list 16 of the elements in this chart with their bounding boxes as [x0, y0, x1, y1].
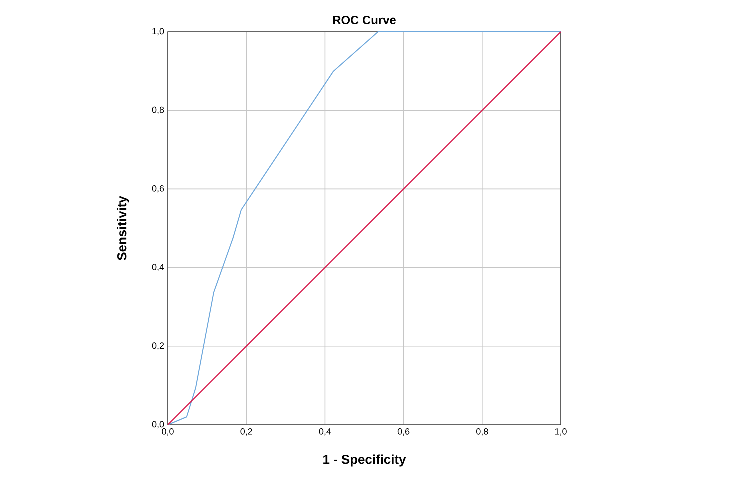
x-tick-label: 0,6 — [398, 428, 410, 436]
y-tick-label: 0,0 — [152, 421, 164, 429]
x-tick-label: 0,0 — [162, 428, 174, 436]
x-tick-label: 0,4 — [319, 428, 332, 436]
x-tick-label: 0,8 — [476, 428, 488, 436]
y-tick-label: 1,0 — [152, 28, 164, 36]
y-tick-label: 0,6 — [152, 185, 164, 193]
y-tick-label: 0,8 — [152, 106, 164, 114]
x-axis-title: 1 - Specificity — [324, 454, 406, 467]
y-axis-title: Sensitivity — [117, 196, 130, 260]
x-tick-label: 1,0 — [555, 428, 567, 436]
y-tick-label: 0,2 — [152, 342, 164, 350]
line-series — [168, 31, 562, 426]
chart-title: ROC Curve — [333, 16, 396, 24]
y-tick-label: 0,4 — [152, 264, 164, 272]
x-tick-label: 0,2 — [240, 428, 252, 436]
